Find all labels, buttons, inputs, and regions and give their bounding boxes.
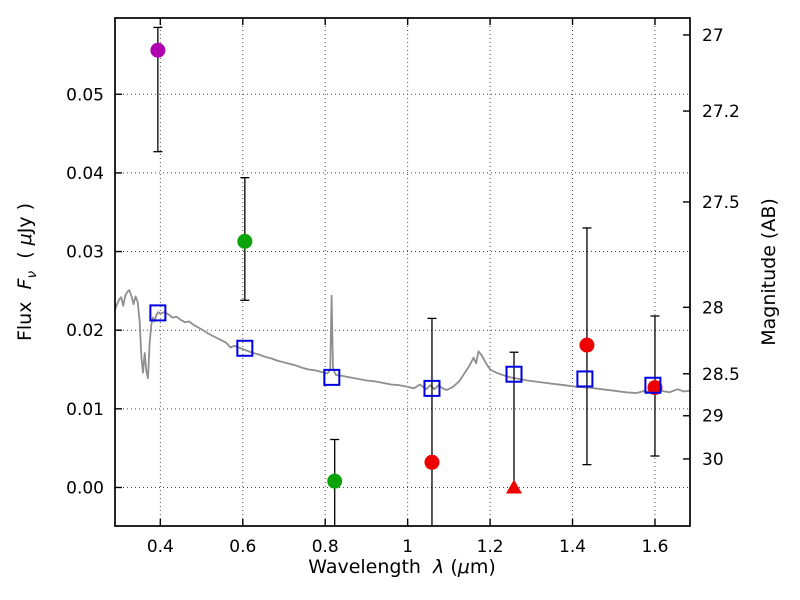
y-tick-label-left: 0.01 <box>66 400 104 420</box>
x-axis-label-unit: m) <box>469 556 496 578</box>
x-tick-label: 1.2 <box>477 537 504 557</box>
model-photometry-square <box>644 376 662 394</box>
lambda-symbol: λ <box>433 556 445 578</box>
y-tick-label-right: 27.5 <box>702 193 740 213</box>
mu-symbol: μ <box>457 556 470 578</box>
y-tick-label-left: 0.00 <box>66 478 104 498</box>
model-spectrum-line <box>114 289 691 394</box>
y-tick-label-right: 27 <box>702 26 724 46</box>
nu-subscript: ν <box>23 270 40 279</box>
model-photometry-square <box>576 370 594 388</box>
model-photometry-square <box>236 339 254 357</box>
x-tick-label: 0.4 <box>147 537 174 557</box>
y-tick-label-right: 30 <box>702 450 724 470</box>
model-photometry-square <box>505 365 523 383</box>
y-tick-label-left: 0.05 <box>66 85 104 105</box>
y-tick-label-right: 28 <box>702 298 724 318</box>
x-tick-label: 0.8 <box>312 537 339 557</box>
observed-point-circle <box>424 454 440 470</box>
flux-label-text: Flux <box>14 289 37 342</box>
y-axis-label-left: Flux Fν ( μJy ) <box>14 203 40 341</box>
flux-symbol: F <box>14 278 37 290</box>
x-tick-label: 1 <box>402 537 413 557</box>
flux-unit-paren: ( <box>14 245 37 271</box>
observed-point-circle <box>150 42 166 58</box>
observed-point-circle <box>579 337 595 353</box>
y-tick-label-right: 29 <box>702 407 724 427</box>
observed-point-circle <box>327 473 343 489</box>
model-photometry-square <box>323 368 341 386</box>
x-axis-label: Wavelength λ (μm) <box>308 556 496 578</box>
upper-limit-triangle <box>505 479 522 494</box>
x-tick-label: 1.6 <box>641 537 668 557</box>
y-tick-label-right: 28.5 <box>702 365 740 385</box>
plot-frame <box>114 17 691 527</box>
y-tick-label-left: 0.02 <box>66 321 104 341</box>
y-tick-label-right: 27.2 <box>702 102 740 122</box>
x-axis-label-text: Wavelength <box>308 556 434 578</box>
x-axis-label-paren: ( <box>444 556 458 578</box>
model-photometry-square <box>149 304 167 322</box>
flux-unit-text: Jy ) <box>14 202 37 234</box>
mu-symbol-unit: μ <box>14 233 37 246</box>
x-tick-label: 1.4 <box>559 537 586 557</box>
observed-point-circle <box>647 380 663 396</box>
observed-point-circle <box>237 233 253 249</box>
model-photometry-square <box>423 379 441 397</box>
y-tick-label-left: 0.03 <box>66 243 104 263</box>
y-axis-label-right: Magnitude (AB) <box>758 198 780 346</box>
y-tick-label-left: 0.04 <box>66 164 104 184</box>
x-tick-label: 0.6 <box>229 537 256 557</box>
